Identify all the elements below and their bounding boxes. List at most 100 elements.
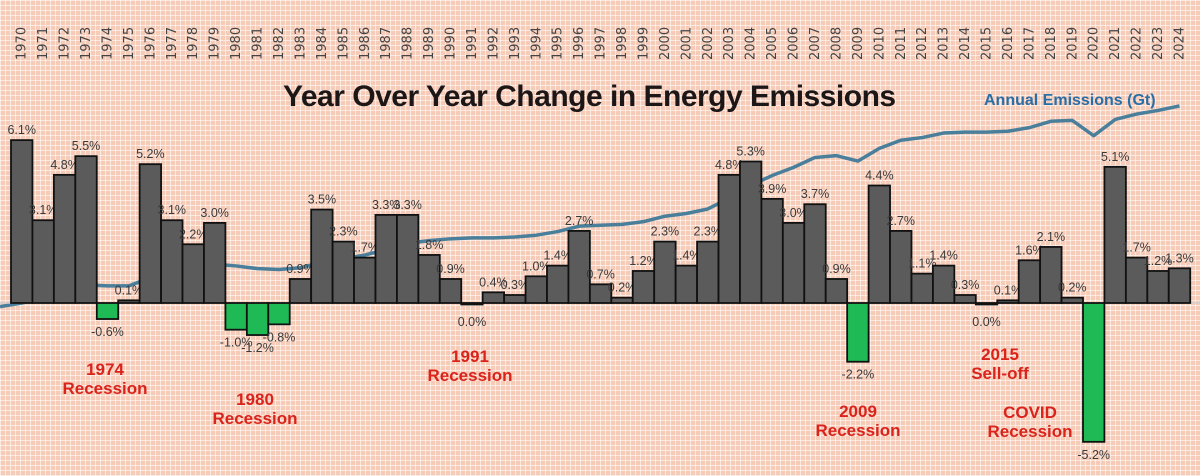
year-tick-label: 2011: [894, 27, 909, 60]
data-label: 0.9%: [436, 262, 465, 276]
year-tick-label: 1987: [379, 27, 394, 60]
annotation-text: Recession: [815, 421, 901, 440]
bar: [181, 243, 205, 304]
year-tick-label: 1980: [229, 27, 244, 60]
year-tick-label: 2003: [722, 27, 737, 60]
recession-annotation: 2009 Recession: [815, 402, 900, 440]
bar: [781, 221, 806, 304]
year-tick-label: 1978: [186, 27, 201, 60]
year-tick-label: 2000: [658, 27, 673, 60]
year-tick-label: 2005: [765, 27, 780, 60]
year-tick-label: 1998: [615, 27, 630, 60]
year-tick-label: 1970: [15, 27, 30, 60]
bar: [353, 256, 377, 304]
bar: [310, 208, 334, 304]
bar: [396, 213, 420, 304]
year-tick-label: 2016: [1001, 27, 1016, 60]
bar: [867, 184, 891, 304]
line-series-label: Annual Emissions (Gt): [984, 92, 1156, 109]
year-tick-label: 2014: [958, 27, 973, 60]
year-tick-label: 1999: [636, 27, 651, 60]
year-tick-label: 2006: [787, 27, 802, 60]
year-tick-label: 2023: [1151, 27, 1166, 60]
data-label: 0.9%: [286, 262, 315, 276]
data-label: 0.7%: [586, 267, 615, 281]
recession-annotation: 1980 Recession: [212, 390, 297, 428]
data-label: 2.1%: [1037, 230, 1066, 244]
data-label: 1.3%: [1165, 251, 1194, 265]
data-label: -5.2%: [1077, 448, 1110, 462]
data-label: 0.3%: [501, 278, 530, 292]
year-tick-label: 1974: [100, 27, 115, 60]
year-tick-label: 1976: [143, 27, 158, 60]
bar: [717, 173, 741, 304]
data-label: 2.3%: [329, 225, 358, 239]
data-label: 5.5%: [72, 139, 101, 153]
data-label: 3.3%: [372, 198, 401, 212]
data-label: 3.3%: [393, 198, 422, 212]
recession-annotation: 1974 Recession: [62, 360, 147, 398]
data-label: 1.2%: [629, 254, 658, 268]
data-label: 1.4%: [543, 249, 572, 263]
bar: [117, 299, 141, 304]
year-tick-label: 2009: [851, 27, 866, 60]
bar: [1017, 259, 1042, 304]
data-label: 3.7%: [801, 187, 830, 201]
data-label: 1.0%: [522, 259, 551, 273]
bar: [481, 291, 506, 304]
bar: [803, 203, 827, 304]
year-tick-label: 1988: [401, 27, 416, 60]
data-label: 2.2%: [179, 227, 208, 241]
year-tick-label: 2008: [829, 27, 844, 60]
year-tick-label: 1979: [208, 27, 223, 60]
data-label: -0.6%: [91, 325, 124, 339]
chart-title: Year Over Year Change in Energy Emission…: [283, 80, 896, 113]
data-label: 0.1%: [115, 283, 144, 297]
year-tick-label: 1973: [79, 27, 94, 60]
bar: [824, 278, 849, 304]
year-tick-label: 2001: [679, 27, 694, 60]
data-label: -1.0%: [220, 336, 253, 350]
year-tick-label: 2002: [701, 27, 716, 60]
annotation-text: Recession: [62, 379, 148, 398]
data-label: 1.4%: [672, 249, 701, 263]
data-label: 0.2%: [608, 281, 637, 295]
data-label: 0.0%: [972, 315, 1001, 329]
bar: [52, 173, 77, 304]
data-label: 3.0%: [779, 206, 808, 220]
bar: [1039, 246, 1063, 304]
year-tick-label: 1985: [336, 27, 351, 60]
bar: [631, 270, 656, 304]
bar: [138, 163, 162, 304]
year-tick-label: 2019: [1065, 27, 1080, 60]
data-label: 2.7%: [565, 214, 594, 228]
data-label: 3.9%: [758, 182, 787, 196]
year-tick-label: 2010: [872, 27, 887, 60]
bar: [1146, 270, 1170, 304]
bar: [224, 302, 248, 331]
data-label: 6.1%: [7, 123, 36, 137]
data-label: 1.4%: [929, 249, 958, 263]
bar: [1167, 267, 1192, 304]
data-label: 0.3%: [951, 278, 980, 292]
data-label: 1.8%: [415, 238, 444, 252]
year-tick-label: 2018: [1044, 27, 1059, 60]
year-tick-label: 1983: [293, 27, 308, 60]
annotation-text: Recession: [212, 409, 298, 428]
data-label: 1.7%: [351, 241, 380, 255]
bar: [524, 275, 548, 304]
year-tick-label: 1991: [465, 27, 480, 60]
bar: [1103, 165, 1127, 304]
data-label: 3.5%: [308, 193, 337, 207]
bar: [846, 302, 870, 363]
year-tick-label: 2022: [1130, 27, 1145, 60]
year-tick-label: 1989: [422, 27, 437, 60]
year-tick-label: 2004: [744, 27, 759, 60]
data-label: 2.3%: [694, 225, 723, 239]
bar: [503, 294, 527, 304]
year-tick-label: 1981: [251, 27, 266, 60]
annotation-text: Sell-off: [971, 364, 1029, 383]
bar: [10, 139, 34, 304]
year-tick-label: 1995: [551, 27, 566, 60]
data-label: 3.1%: [158, 203, 187, 217]
